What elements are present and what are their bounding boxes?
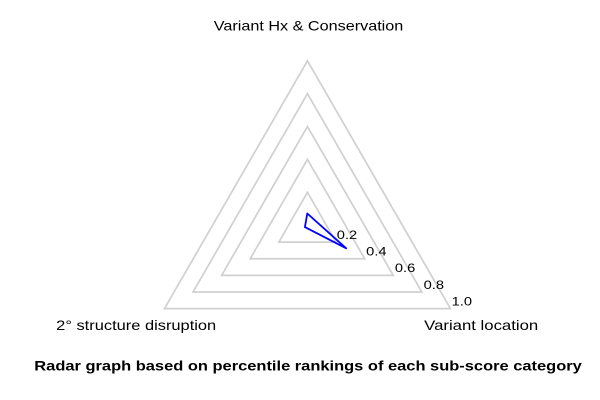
svg-text:Radar graph based on percentil: Radar graph based on percentile rankings… — [34, 358, 582, 374]
svg-text:0.4: 0.4 — [366, 245, 387, 259]
svg-text:0.6: 0.6 — [395, 261, 416, 275]
svg-text:2° structure disruption: 2° structure disruption — [56, 317, 216, 333]
svg-text:0.2: 0.2 — [337, 228, 358, 242]
svg-text:Variant location: Variant location — [424, 317, 538, 333]
svg-text:0.8: 0.8 — [424, 278, 445, 292]
svg-text:Variant Hx & Conservation: Variant Hx & Conservation — [214, 17, 403, 33]
svg-text:1.0: 1.0 — [452, 294, 473, 308]
